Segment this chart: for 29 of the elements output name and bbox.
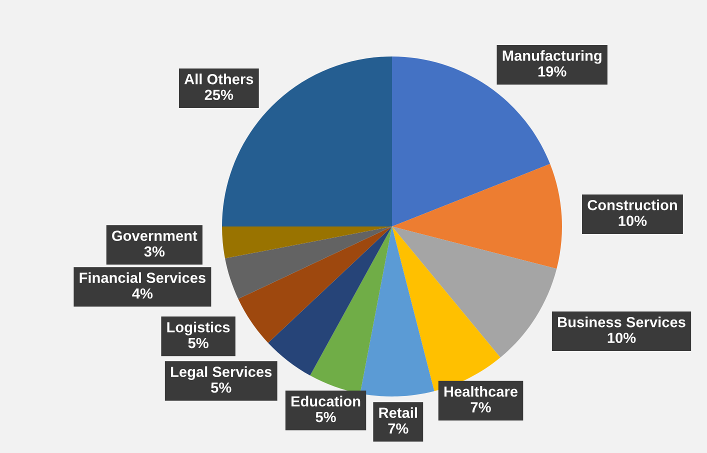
- data-label: 5%: [211, 382, 232, 393]
- slice-label: Healthcare: [444, 386, 518, 397]
- slice-label: Manufacturing: [502, 50, 602, 64]
- pie-slice: [392, 226, 557, 358]
- pie-slice: [225, 226, 392, 299]
- data-label: 5%: [188, 338, 208, 348]
- data-label: 4%: [132, 288, 153, 299]
- slice-label: Education: [292, 396, 360, 407]
- slice-label: Construction: [588, 200, 677, 210]
- pie-slice: [310, 226, 392, 394]
- data-label: 7%: [388, 423, 408, 434]
- data-label: 10%: [608, 332, 636, 344]
- slice-label: All Others: [184, 74, 254, 84]
- pie-slice: [392, 164, 562, 269]
- data-label: 19%: [538, 66, 566, 77]
- slice-label: Legal Services: [171, 366, 272, 380]
- pie-slice: [360, 226, 434, 396]
- pie-slice: [238, 226, 392, 343]
- slice-label: Logistics: [167, 322, 230, 336]
- slice-label: Business Services: [558, 316, 686, 328]
- data-label: 7%: [470, 402, 491, 412]
- data-label: 10%: [618, 216, 647, 226]
- slice-label: Financial Services: [80, 272, 206, 283]
- slice-label: Retail: [379, 407, 417, 418]
- data-label: 3%: [144, 246, 165, 257]
- slice-label: Government: [112, 230, 198, 241]
- pie-slice: [222, 226, 392, 258]
- data-label: 5%: [316, 412, 336, 422]
- data-label: 25%: [204, 90, 234, 100]
